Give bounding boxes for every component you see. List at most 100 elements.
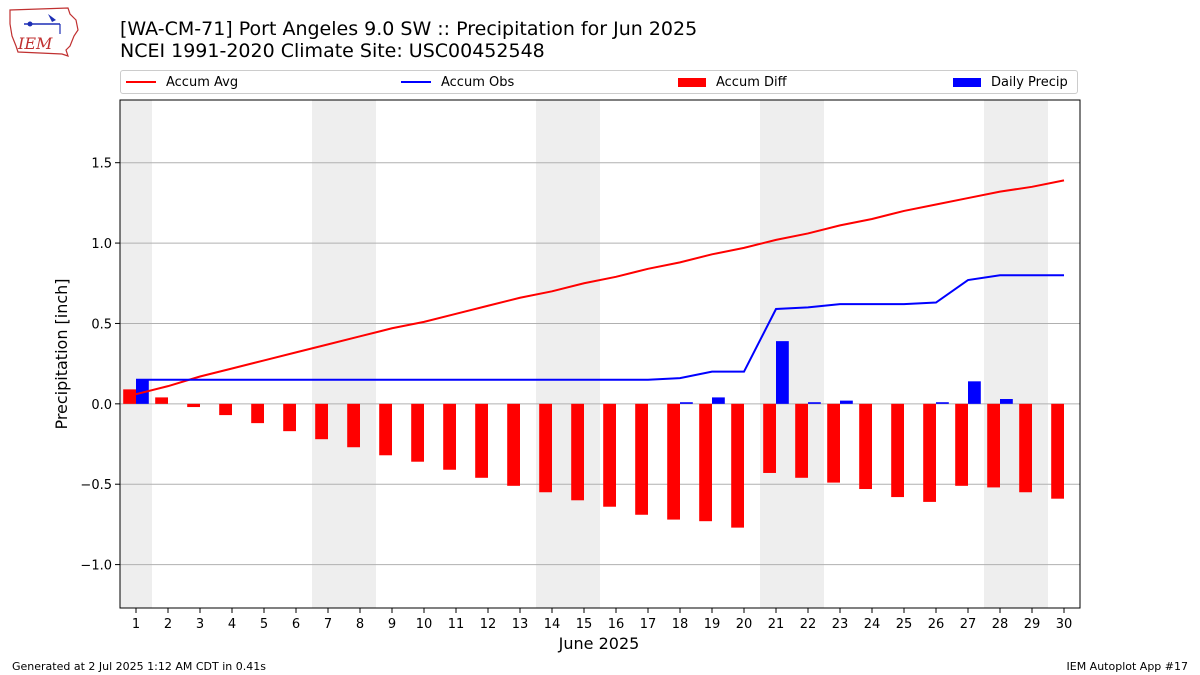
accum-diff-bar-28	[987, 403, 1000, 488]
accum-diff-bar-26	[923, 403, 936, 502]
accum-diff-bar-1	[123, 389, 136, 404]
plot-frame	[119, 99, 1081, 609]
daily-precip-bar-26	[936, 402, 949, 404]
chart-title: [WA-CM-71] Port Angeles 9.0 SW :: Precip…	[120, 18, 697, 62]
x-tick-label: 17	[640, 617, 657, 632]
x-tick-label: 21	[768, 617, 785, 632]
y-gridlines	[120, 162, 1080, 566]
daily-precip-bar-21	[776, 341, 789, 404]
daily-precip-bar-22	[808, 402, 821, 404]
weekend-band-8	[344, 100, 376, 608]
x-tick-label: 9	[388, 617, 396, 632]
x-tick-label: 10	[416, 617, 433, 632]
x-tick-label: 23	[832, 617, 849, 632]
accum-diff-bar-11	[443, 403, 456, 470]
iem-logo: IEM	[9, 7, 79, 57]
legend-swatch-accum-avg	[126, 81, 156, 83]
accum-diff-bar-24	[859, 403, 872, 490]
x-tick-label: 18	[672, 617, 689, 632]
x-tick-label: 20	[736, 617, 753, 632]
accum-diff-bar-30	[1051, 403, 1064, 499]
iowa-outline-icon	[9, 7, 79, 57]
x-tick-label: 26	[928, 617, 945, 632]
legend-item-accum-diff: Accum Diff	[678, 71, 787, 93]
x-tick-label: 2	[164, 617, 172, 632]
weekend-band-1	[120, 100, 152, 608]
accum-diff-bar-25	[891, 403, 904, 498]
y-tick-label: −1.0	[80, 559, 112, 574]
y-tick-label: 0.5	[91, 317, 112, 332]
daily-precip-bar-27	[968, 381, 981, 404]
weekend-band-29	[1016, 100, 1048, 608]
legend-swatch-accum-obs	[401, 81, 431, 83]
svg-text:IEM: IEM	[17, 34, 53, 53]
x-axis-label: June 2025	[558, 634, 640, 653]
accum-diff-bar-8	[347, 403, 360, 448]
y-tick-label: −0.5	[80, 478, 112, 493]
x-tick-label: 13	[512, 617, 529, 632]
weekend-shading	[120, 100, 1048, 608]
accum-obs-line	[136, 274, 1064, 381]
title-line-1: [WA-CM-71] Port Angeles 9.0 SW :: Precip…	[120, 18, 698, 40]
accum-diff-bar-20	[731, 403, 744, 528]
x-tick-label: 15	[576, 617, 593, 632]
legend-item-accum-avg: Accum Avg	[126, 71, 238, 93]
weekend-band-15	[568, 100, 600, 608]
daily-precip-bar-23	[840, 400, 853, 404]
x-tick-label: 12	[480, 617, 497, 632]
title-line-2: NCEI 1991-2020 Climate Site: USC00452548	[120, 40, 545, 62]
bars	[123, 341, 1064, 528]
accum-diff-bar-15	[571, 403, 584, 501]
x-tick-label: 1	[132, 617, 140, 632]
x-tick-label: 7	[324, 617, 332, 632]
x-tick-label: 8	[356, 617, 364, 632]
accum-diff-bar-9	[379, 403, 392, 456]
accum-diff-bar-4	[219, 403, 232, 416]
accum-diff-bar-17	[635, 403, 648, 515]
y-tick-label: 1.5	[91, 157, 112, 172]
x-tick-label: 29	[1024, 617, 1041, 632]
legend-swatch-accum-diff	[678, 77, 706, 87]
accum-diff-bar-27	[955, 403, 968, 486]
accum-diff-bar-10	[411, 403, 424, 462]
x-tick-label: 27	[960, 617, 977, 632]
y-tick-label: 1.0	[91, 237, 112, 252]
accum-diff-bar-21	[763, 403, 776, 473]
daily-precip-bar-19	[712, 397, 725, 404]
x-tick-label: 3	[196, 617, 204, 632]
x-tick-label: 30	[1056, 617, 1073, 632]
accum-diff-bar-16	[603, 403, 616, 507]
legend-label-daily-precip: Daily Precip	[991, 74, 1068, 90]
x-tick-label: 6	[292, 617, 300, 632]
accum-diff-bar-22	[795, 403, 808, 478]
weekend-band-7	[312, 100, 344, 608]
accum-diff-bar-29	[1019, 403, 1032, 493]
legend-item-daily-precip: Daily Precip	[953, 71, 1068, 93]
lines	[135, 179, 1065, 396]
accum-diff-bar-7	[315, 403, 328, 440]
legend-label-accum-diff: Accum Diff	[716, 74, 787, 90]
accum-diff-bar-6	[283, 403, 296, 432]
weekend-band-14	[536, 100, 568, 608]
legend: Accum Avg Accum Obs Accum Diff Daily Pre…	[120, 70, 1078, 94]
x-tick-label: 16	[608, 617, 625, 632]
accum-diff-bar-12	[475, 403, 488, 478]
y-axis-ticks: −1.0 −0.5 0.0 0.5 1.0 1.5	[80, 157, 120, 574]
daily-precip-bar-28	[1000, 399, 1013, 404]
accum-diff-bar-5	[251, 403, 264, 424]
footer-app: IEM Autoplot App #17	[1066, 660, 1189, 673]
legend-label-accum-avg: Accum Avg	[166, 74, 239, 90]
x-tick-label: 14	[544, 617, 561, 632]
x-tick-label: 19	[704, 617, 721, 632]
x-tick-label: 11	[448, 617, 465, 632]
x-axis-ticks: 1 2 3 4 5 6 7 8 9 10 11 12 13 14 15 16 17 18 19 20 21 22 23 24 2…	[132, 608, 1072, 632]
legend-swatch-daily-precip	[953, 77, 981, 87]
y-tick-label: 0.0	[91, 398, 112, 413]
accum-diff-bar-18	[667, 403, 680, 520]
x-tick-label: 25	[896, 617, 913, 632]
x-tick-label: 28	[992, 617, 1009, 632]
weekend-band-28	[984, 100, 1016, 608]
x-tick-label: 4	[228, 617, 236, 632]
legend-item-accum-obs: Accum Obs	[401, 71, 514, 93]
